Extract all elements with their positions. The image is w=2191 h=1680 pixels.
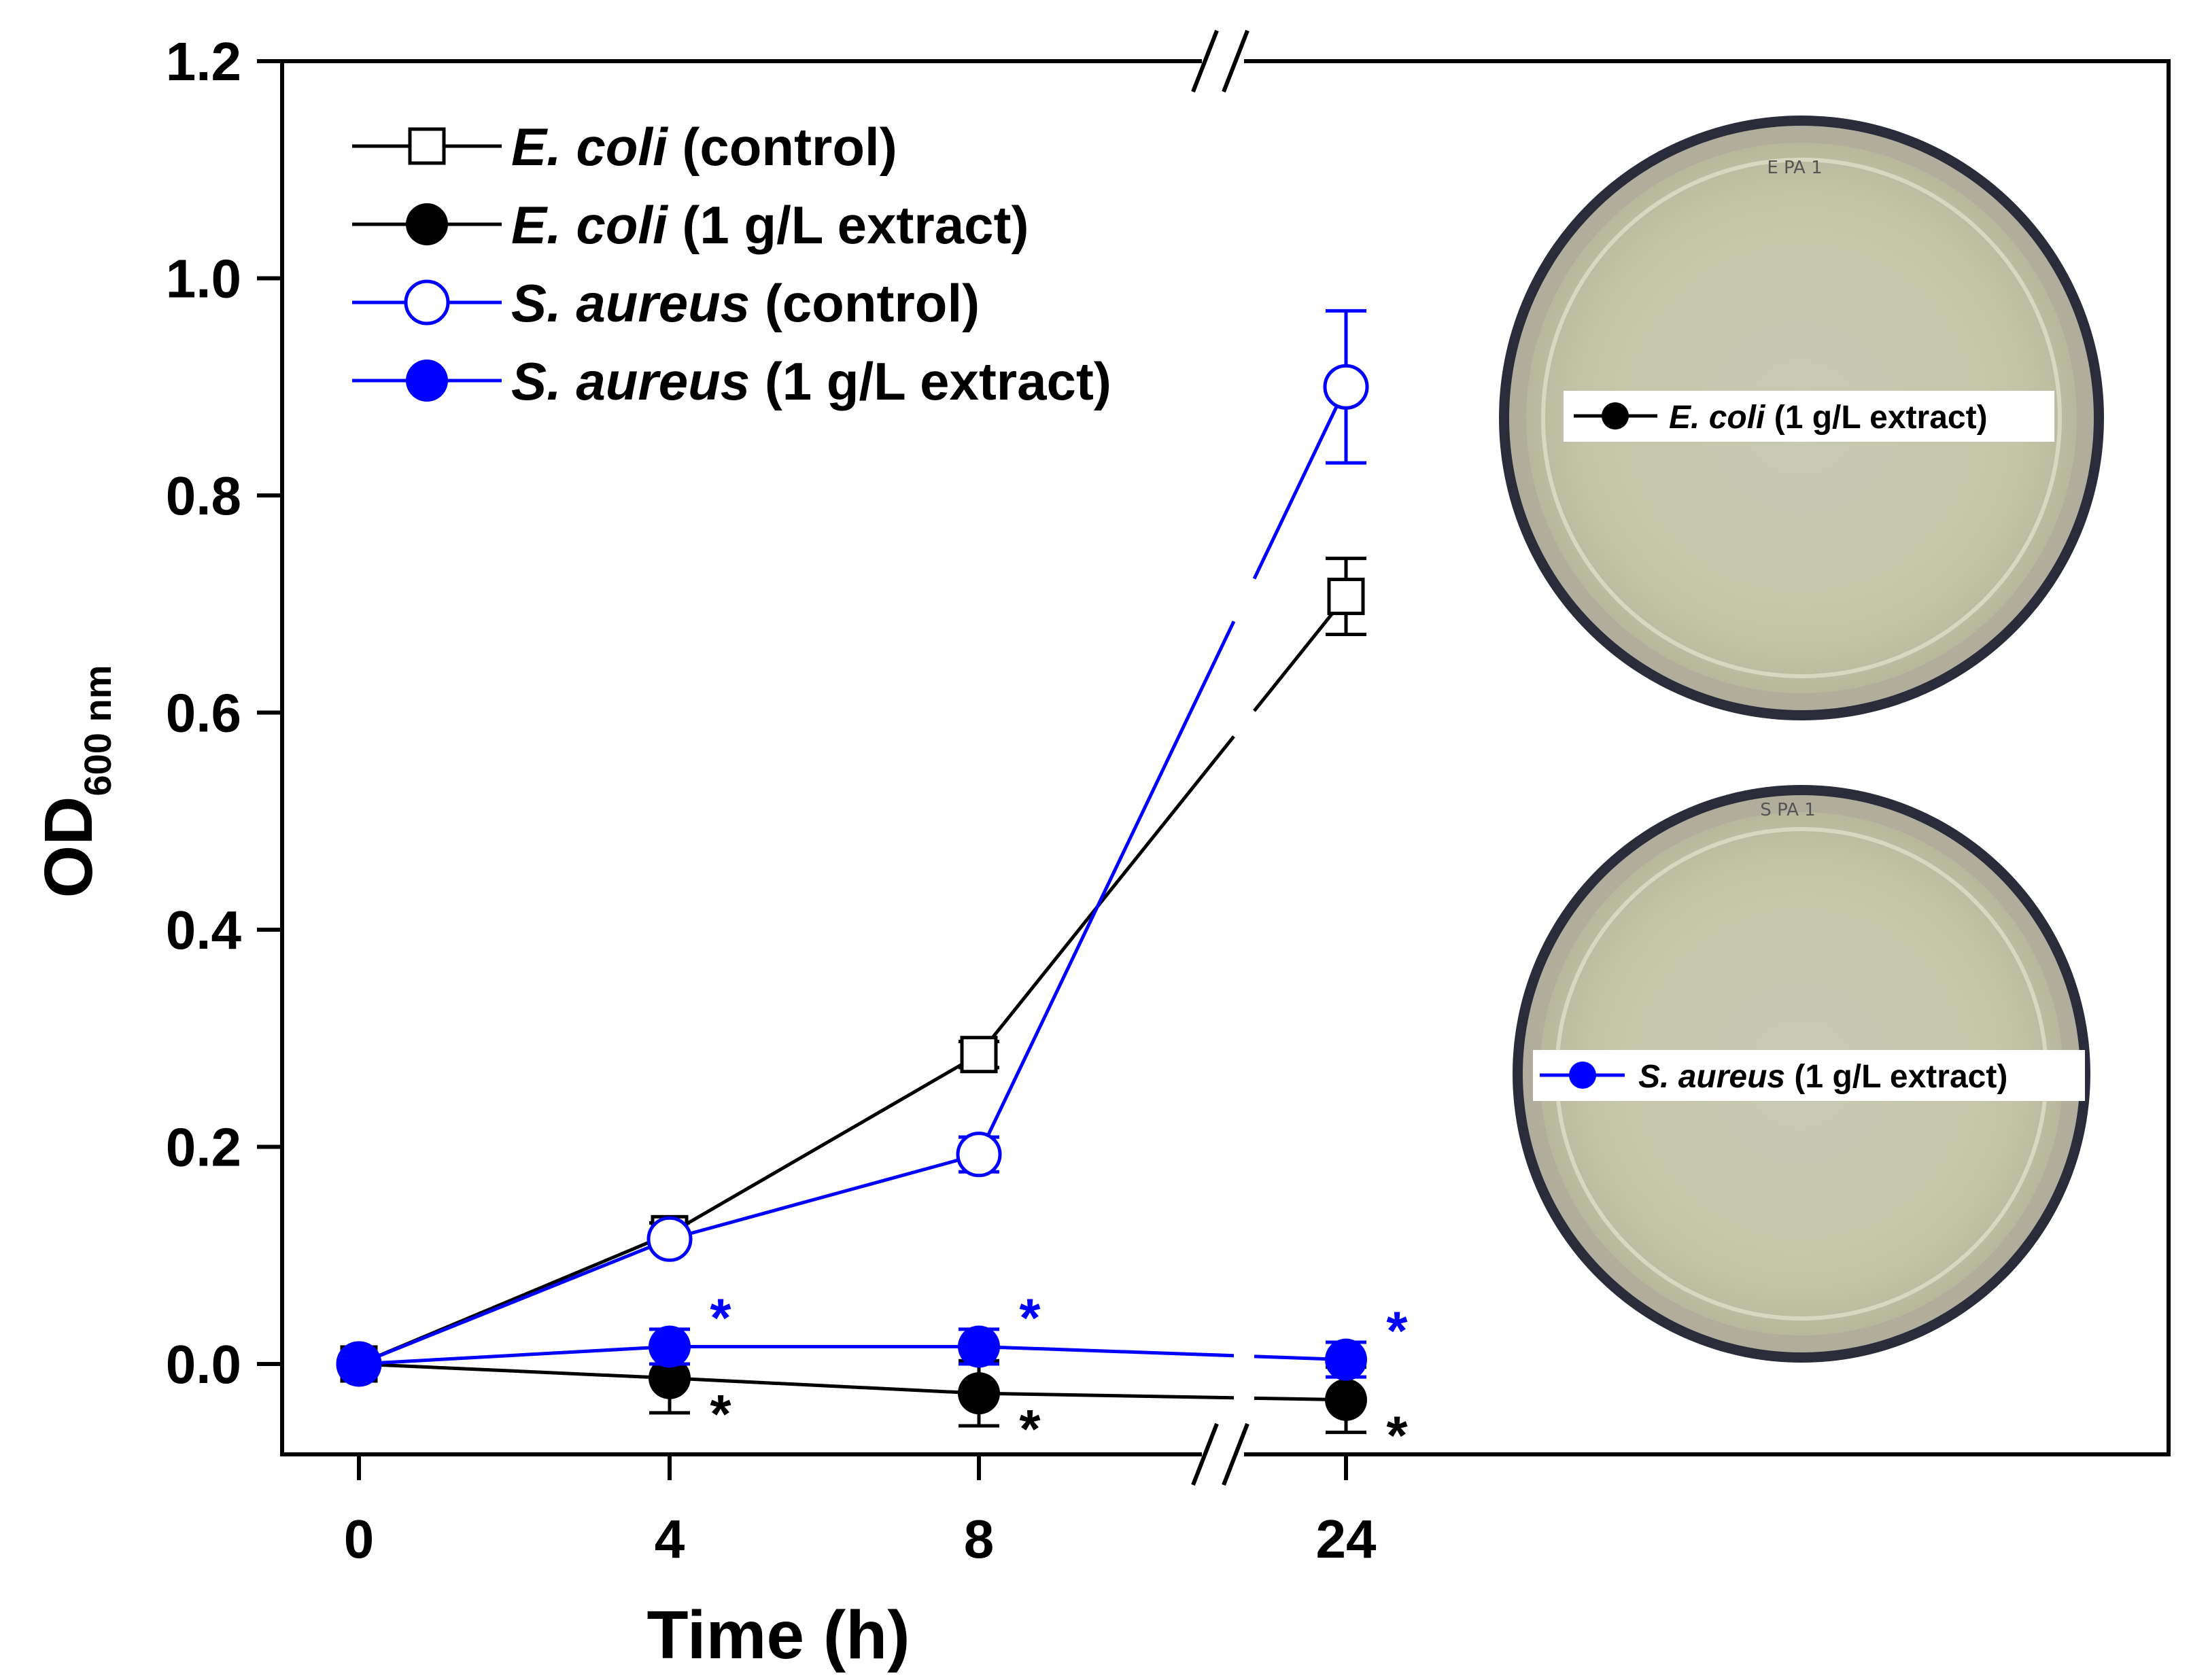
legend-item-2: S. aureus (control) [352, 273, 980, 333]
legend-label: S. aureus (control) [511, 273, 980, 333]
legend-label-rest: (control) [750, 273, 980, 333]
series-line-segment [358, 1237, 670, 1366]
legend-marker [406, 203, 448, 245]
series-line-segment [669, 1153, 980, 1241]
data-point [1325, 1338, 1367, 1381]
legend-marker [408, 127, 446, 165]
legend: E. coli (control)E. coli (1 g/L extract)… [352, 117, 1111, 411]
significance-star: * [710, 1384, 731, 1444]
y-axis-ticks: 0.0 0.2 0.4 0.6 0.8 1.0 1.2 [166, 31, 282, 1395]
significance-star: * [1386, 1301, 1408, 1361]
svg-text:OD600 nm: OD600 nm [31, 665, 119, 898]
series-line-segment [1252, 386, 1348, 580]
data-point [649, 1357, 691, 1399]
series-line-segment [977, 620, 1236, 1155]
data-point [958, 1325, 1000, 1368]
significance-star: * [1019, 1287, 1041, 1348]
x-axis-title: Time (h) [646, 1597, 910, 1673]
data-point [338, 1343, 380, 1385]
legend-item-0: E. coli (control) [352, 117, 897, 177]
series-layer: * * * * * * [336, 309, 1408, 1466]
bottom-break-slash-2 [1222, 1422, 1249, 1486]
legend-label-rest: (1 g/L extract) [750, 351, 1111, 411]
y-tick-label: 0.2 [166, 1117, 241, 1178]
legend-label-italic: S. aureus [511, 351, 750, 411]
legend-label: S. aureus (1 g/L extract) [511, 351, 1111, 411]
legend-label-italic: E. coli [511, 117, 668, 177]
series-2 [336, 309, 1369, 1387]
svg-text:S. aureus (1 g/L extract): S. aureus (1 g/L extract) [1638, 1059, 2007, 1095]
plate-handwritten-label: E PA 1 [1767, 158, 1822, 178]
data-point [649, 1325, 691, 1368]
y-axis-title-subscript: 600 nm [76, 665, 119, 797]
x-tick-label: 4 [655, 1509, 685, 1569]
inset-legend-marker [1602, 402, 1629, 430]
data-point [1327, 578, 1365, 616]
y-tick-label: 1.0 [166, 249, 241, 309]
series-line-segment [358, 1344, 670, 1366]
data-point [960, 1036, 998, 1074]
inset-legend-italic: S. aureus [1638, 1059, 1785, 1095]
series-line-segment [1253, 595, 1347, 712]
y-axis-title: OD600 nm [31, 665, 119, 898]
inset-legend-rest: (1 g/L extract) [1785, 1059, 2007, 1095]
significance-star: * [710, 1287, 731, 1348]
series-line-segment [358, 1362, 670, 1380]
y-tick-label: 1.2 [166, 31, 241, 92]
top-break-slash-1 [1191, 29, 1219, 93]
legend-marker [406, 360, 448, 402]
inset-legend-marker [1569, 1062, 1596, 1089]
y-tick-label: 0.4 [166, 900, 242, 960]
series-1: * * * [338, 1342, 1408, 1466]
data-point [956, 1132, 1002, 1178]
inset-legend-box [1533, 1050, 2085, 1101]
plate-inner-ring [1541, 158, 2062, 678]
top-break-slash-2 [1222, 29, 1249, 93]
series-3: * * * [338, 1287, 1408, 1385]
data-point [1323, 364, 1369, 410]
legend-label-italic: E. coli [511, 195, 668, 255]
plate-handwritten-label: S PA 1 [1760, 800, 1815, 820]
data-point [646, 1216, 693, 1262]
series-line-segment [978, 1391, 1235, 1400]
series-line-segment [668, 1053, 980, 1236]
legend-label-rest: (control) [668, 117, 897, 177]
y-tick-label: 0.8 [166, 466, 241, 526]
legend-label-rest: (1 g/L extract) [668, 195, 1029, 255]
series-line-segment [978, 735, 1235, 1056]
series-line-segment [978, 1344, 1235, 1358]
inset-legend-rest: (1 g/L extract) [1765, 400, 1987, 436]
y-tick-label: 0.0 [166, 1334, 241, 1395]
x-tick-label: 0 [344, 1509, 375, 1569]
svg-text:E. coli (1 g/L extract): E. coli (1 g/L extract) [1669, 400, 1988, 436]
legend-marker [404, 279, 450, 326]
y-tick-label: 0.6 [166, 683, 241, 743]
legend-label-italic: S. aureus [511, 273, 750, 333]
inset-legend-italic: E. coli [1669, 400, 1766, 436]
series-0 [339, 557, 1366, 1383]
inset-legend-saureus: S. aureus (1 g/L extract) [1533, 1050, 2085, 1101]
significance-star: * [1019, 1399, 1041, 1459]
data-point [958, 1372, 1000, 1415]
legend-label: E. coli (1 g/L extract) [511, 195, 1029, 255]
bottom-break-slash-1 [1191, 1422, 1219, 1486]
legend-label: E. coli (control) [511, 117, 897, 177]
legend-item-3: S. aureus (1 g/L extract) [352, 351, 1111, 411]
x-tick-label: 8 [964, 1509, 995, 1569]
x-axis-ticks: 0 4 8 24 [344, 1454, 1377, 1569]
y-axis-title-main: OD [31, 797, 107, 898]
x-tick-label: 24 [1316, 1509, 1377, 1569]
inset-legend-ecoli: E. coli (1 g/L extract) [1564, 391, 2054, 442]
legend-item-1: E. coli (1 g/L extract) [352, 195, 1029, 255]
series-line-segment [669, 1376, 980, 1395]
data-point [1325, 1378, 1367, 1421]
significance-star: * [1386, 1405, 1408, 1466]
